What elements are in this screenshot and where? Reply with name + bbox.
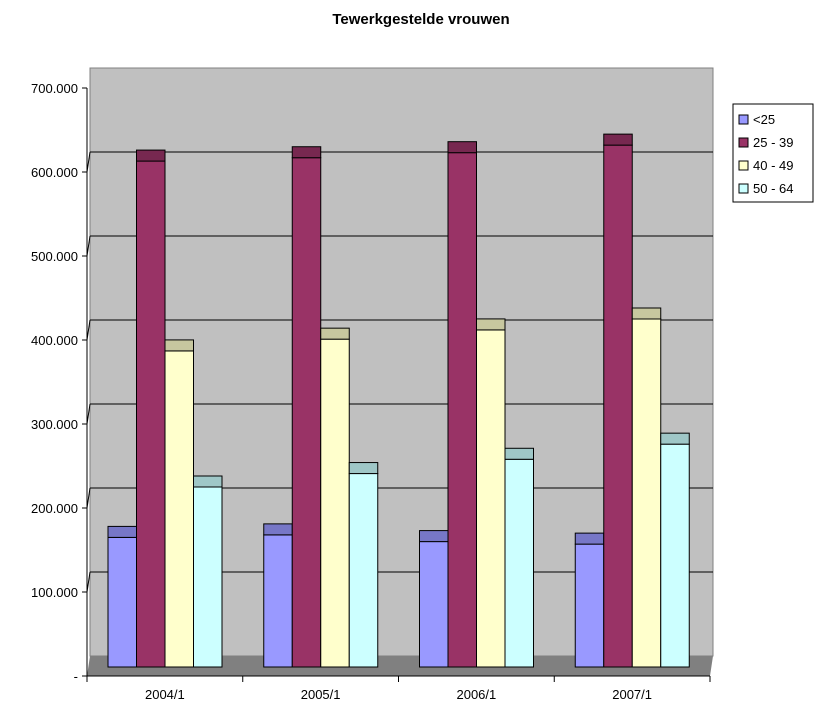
bar — [505, 448, 534, 667]
y-tick-label: 100.000 — [31, 585, 78, 600]
bar — [321, 328, 350, 667]
chart-title: Tewerkgestelde vrouwen — [332, 11, 509, 28]
bar — [137, 150, 166, 667]
y-tick-label: 700.000 — [31, 81, 78, 96]
bar-top — [137, 150, 166, 161]
x-tick-label: 2005/1 — [301, 687, 341, 702]
bar-top — [575, 533, 604, 544]
y-tick-label: 600.000 — [31, 165, 78, 180]
bar-front — [632, 319, 661, 667]
y-tick-label: 200.000 — [31, 501, 78, 516]
y-tick-label: 300.000 — [31, 417, 78, 432]
bar-top — [420, 531, 449, 542]
bar-front — [292, 158, 321, 667]
y-tick-label: 400.000 — [31, 333, 78, 348]
bar-front — [137, 161, 166, 667]
legend-swatch — [739, 184, 748, 193]
bar-front — [321, 339, 350, 667]
legend-label: <25 — [753, 112, 775, 127]
bar-front — [194, 487, 223, 667]
bar-top — [604, 134, 633, 145]
bar-top — [632, 308, 661, 319]
bar — [108, 526, 137, 667]
y-tick-label: - — [74, 669, 78, 684]
x-tick-label: 2006/1 — [456, 687, 496, 702]
bar-top — [108, 526, 137, 537]
bar — [448, 142, 477, 667]
bar — [604, 134, 633, 667]
bar-top — [477, 319, 506, 330]
bar — [632, 308, 661, 667]
bar — [264, 524, 293, 667]
bar — [477, 319, 506, 667]
bar-front — [604, 145, 633, 667]
bar-top — [321, 328, 350, 339]
bar-top — [349, 463, 378, 474]
bar-front — [661, 444, 690, 667]
bar-front — [264, 535, 293, 667]
legend: <25 25 - 39 40 - 49 50 - 64 — [733, 104, 813, 202]
bar-front — [420, 542, 449, 667]
legend-label: 25 - 39 — [753, 135, 793, 150]
bar-front — [448, 153, 477, 667]
bar-top — [505, 448, 534, 459]
bar-front — [505, 459, 534, 667]
legend-swatch — [739, 161, 748, 170]
bar-front — [165, 351, 194, 667]
legend-swatch — [739, 115, 748, 124]
bar-top — [165, 340, 194, 351]
bar — [165, 340, 194, 667]
bar — [292, 147, 321, 667]
legend-swatch — [739, 138, 748, 147]
bar — [349, 463, 378, 667]
bar — [661, 433, 690, 667]
bar — [194, 476, 223, 667]
bar-front — [477, 330, 506, 667]
legend-label: 40 - 49 — [753, 158, 793, 173]
x-tick-label: 2004/1 — [145, 687, 185, 702]
legend-label: 50 - 64 — [753, 181, 793, 196]
bar-front — [575, 544, 604, 667]
bar-top — [448, 142, 477, 153]
bar-top — [661, 433, 690, 444]
bar-front — [349, 474, 378, 667]
bar — [575, 533, 604, 667]
bar-top — [292, 147, 321, 158]
y-tick-label: 500.000 — [31, 249, 78, 264]
bar-front — [108, 537, 137, 667]
bar-top — [264, 524, 293, 535]
x-tick-label: 2007/1 — [612, 687, 652, 702]
bar-top — [194, 476, 223, 487]
bar — [420, 531, 449, 667]
